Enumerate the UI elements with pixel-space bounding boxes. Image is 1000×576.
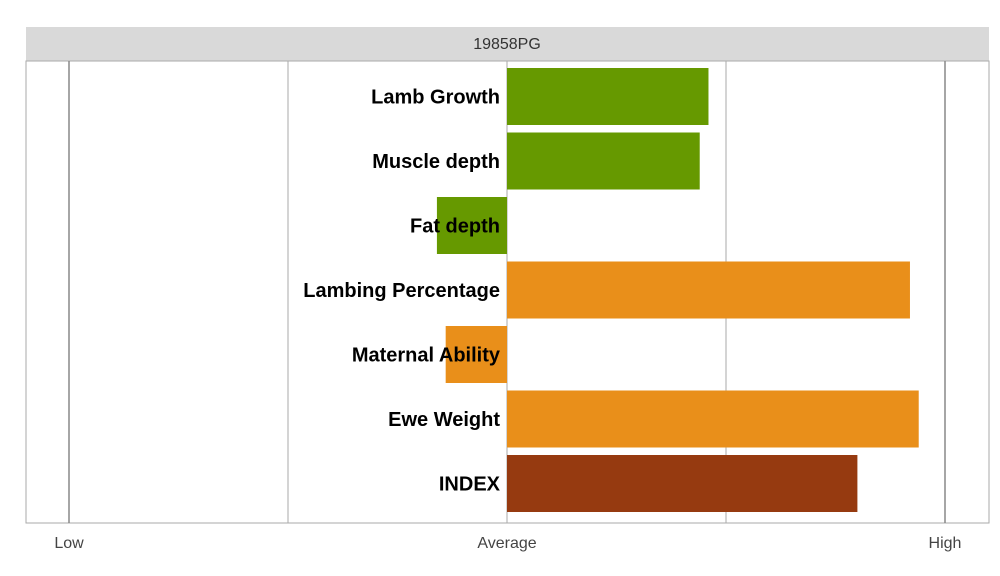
bar-lamb-growth bbox=[507, 68, 709, 125]
category-label: Maternal Ability bbox=[352, 345, 501, 367]
category-label: Lambing Percentage bbox=[303, 280, 500, 302]
bars bbox=[436, 68, 919, 512]
bar-fat-depth bbox=[436, 197, 507, 254]
x-tick-label: Average bbox=[477, 535, 536, 552]
x-tick-label: High bbox=[929, 535, 962, 552]
x-axis-tick-labels: Low Average High bbox=[54, 535, 961, 552]
x-tick-label: Low bbox=[54, 535, 84, 552]
bar-muscle-depth bbox=[507, 132, 700, 190]
category-label: Muscle depth bbox=[372, 151, 500, 173]
category-labels: Lamb Growth Muscle depth Fat depth Lambing … bbox=[303, 87, 501, 496]
chart-title: 19858PG bbox=[473, 36, 541, 53]
title-bar bbox=[26, 27, 989, 61]
category-label: Fat depth bbox=[410, 216, 500, 238]
bar-index bbox=[507, 455, 858, 512]
category-label: Ewe Weight bbox=[388, 409, 500, 431]
category-label: Lamb Growth bbox=[371, 87, 500, 109]
bar-lambing-percentage bbox=[507, 261, 910, 319]
bar-ewe-weight bbox=[507, 390, 919, 448]
bar-maternal-ability bbox=[445, 326, 507, 383]
category-label: INDEX bbox=[439, 474, 501, 496]
